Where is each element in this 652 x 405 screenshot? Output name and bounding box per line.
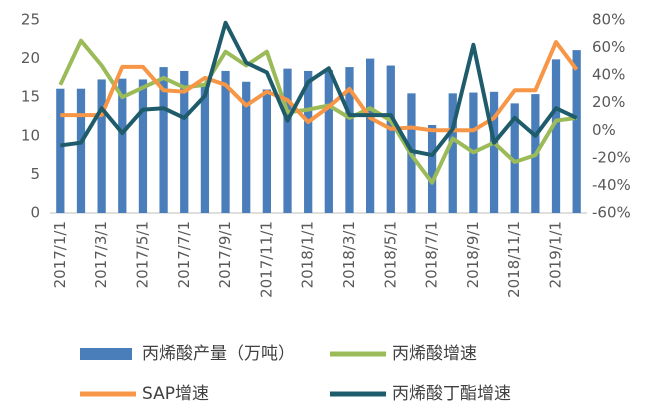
x-tick-label: 2019/1/1: [547, 221, 565, 288]
bar: [97, 79, 106, 213]
x-tick-label: 2018/5/1: [381, 221, 399, 288]
x-tick-label: 2018/9/1: [464, 221, 482, 288]
bar: [283, 68, 292, 213]
x-tick-label: 2018/1/1: [299, 221, 317, 288]
legend-swatch: [80, 348, 132, 360]
y2-tick-label: 80%: [592, 11, 625, 29]
x-tick-label: 2018/7/1: [423, 221, 441, 288]
bar: [489, 91, 499, 213]
bar: [345, 67, 354, 213]
bar: [366, 58, 375, 213]
x-tick-label: 2017/1/1: [51, 221, 69, 288]
legend-label: 丙烯酸增速: [392, 344, 477, 364]
y2-tick-label: 40%: [592, 66, 625, 84]
y-tick-label: 0: [30, 204, 40, 222]
y2-tick-label: -60%: [592, 204, 631, 222]
y-tick-label: 10: [21, 126, 40, 144]
y2-tick-label: 60%: [592, 38, 625, 56]
x-tick-label: 2018/11/1: [505, 221, 523, 298]
bar: [159, 67, 168, 213]
bar: [56, 88, 65, 213]
bar: [427, 124, 437, 213]
bar: [180, 70, 189, 214]
y-tick-label: 5: [30, 165, 40, 183]
x-tick-label: 2017/3/1: [92, 221, 110, 288]
line: [60, 20, 578, 158]
bar: [304, 70, 313, 214]
x-tick-label: 2017/5/1: [133, 221, 151, 288]
y-tick-label: 20: [21, 49, 40, 67]
legend-label: 丙烯酸产量（万吨）: [142, 344, 295, 364]
y2-tick-label: -40%: [592, 176, 631, 194]
bar: [76, 88, 86, 213]
bar: [200, 85, 210, 213]
y2-tick-label: -20%: [592, 148, 631, 166]
bar: [572, 50, 581, 213]
line: [58, 38, 577, 185]
y-tick-label: 15: [21, 88, 40, 106]
bar: [510, 103, 519, 213]
x-tick-label: 2018/3/1: [340, 221, 358, 288]
bar: [138, 79, 148, 213]
y2-tick-label: 20%: [592, 93, 625, 111]
legend-label: 丙烯酸丁酯增速: [392, 384, 511, 404]
bar: [324, 70, 333, 214]
bar: [551, 59, 561, 213]
y2-tick-label: 0%: [592, 121, 616, 139]
bar: [118, 78, 127, 213]
bar: [386, 65, 395, 213]
x-tick-label: 2017/9/1: [216, 221, 234, 288]
y-tick-label: 25: [21, 11, 40, 29]
bar: [448, 93, 457, 213]
bar: [262, 89, 271, 213]
legend-label: SAP增速: [142, 384, 209, 404]
x-tick-label: 2017/7/1: [175, 221, 193, 288]
bar: [242, 81, 251, 213]
bar: [221, 70, 230, 214]
x-tick-label: 2017/11/1: [257, 221, 275, 298]
